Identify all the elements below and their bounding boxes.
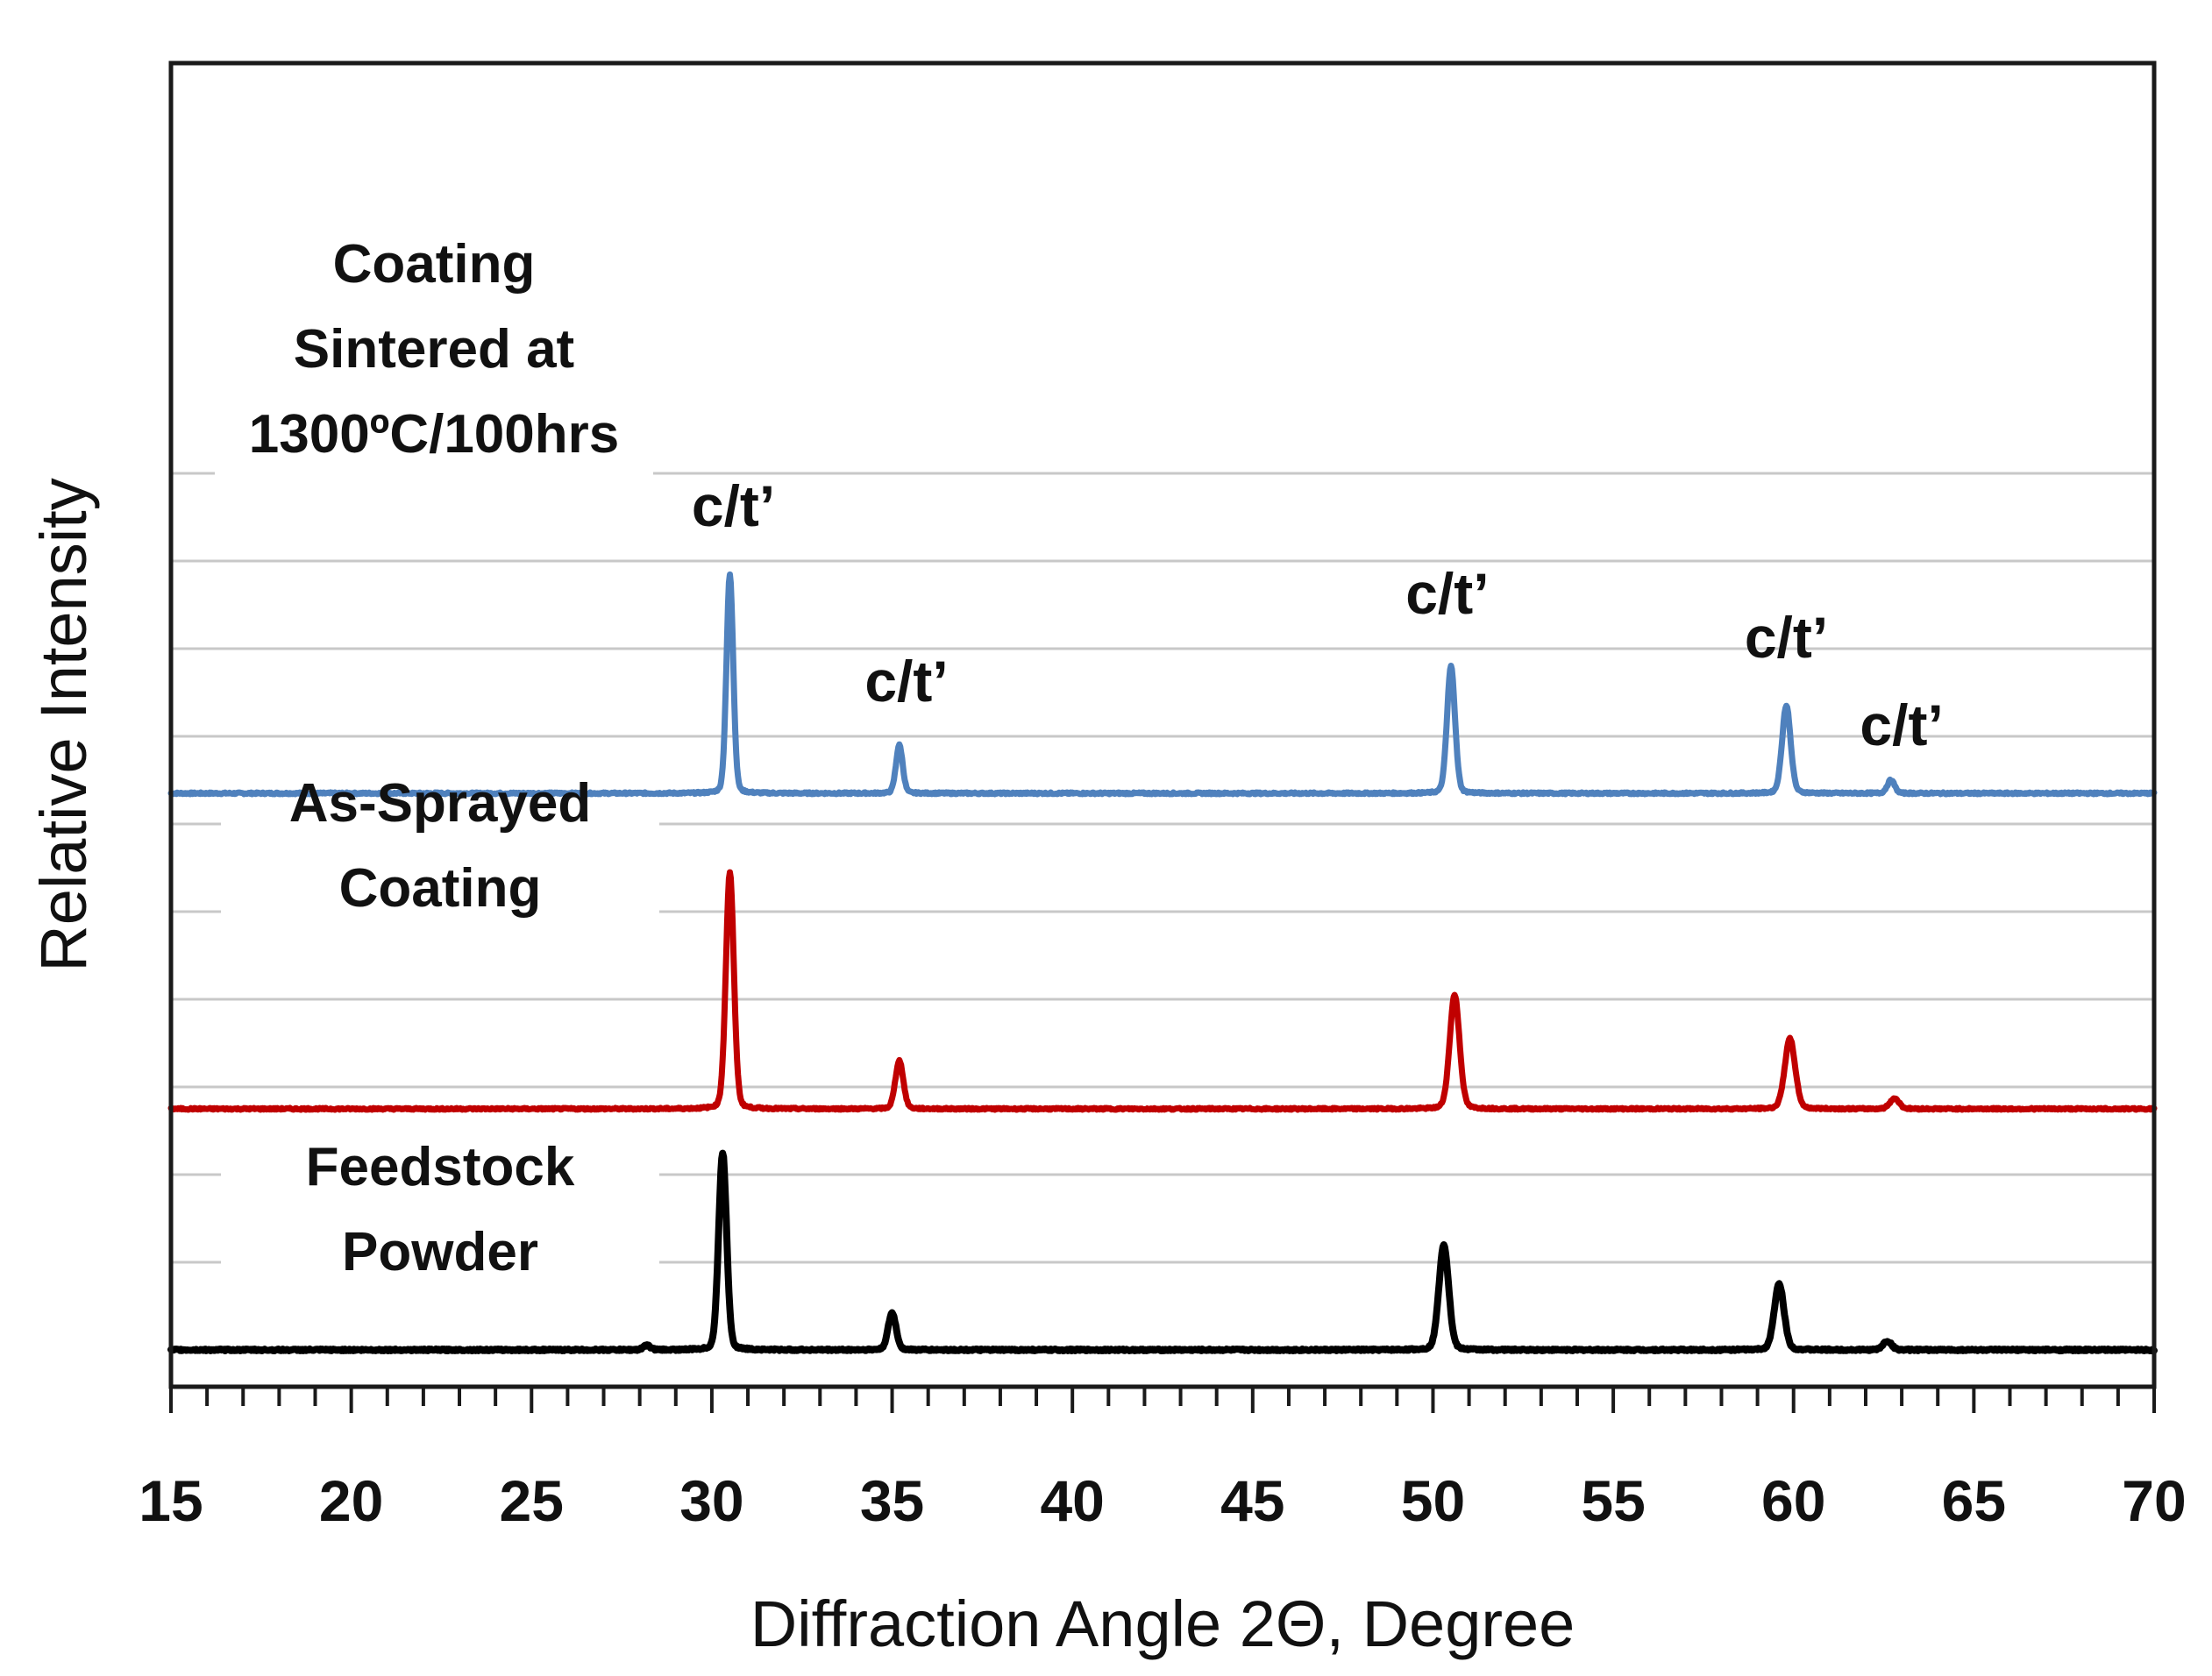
- series-label-background: [221, 1122, 659, 1295]
- series-label-line: Powder: [342, 1222, 538, 1282]
- gridlines: [171, 472, 2154, 1264]
- series-label-line: Feedstock: [306, 1137, 575, 1197]
- peak-annotation: c/t’: [692, 473, 775, 538]
- series-line: [167, 869, 2158, 1113]
- series-label-line: Coating: [333, 234, 536, 295]
- x-tick-label: 55: [1581, 1468, 1645, 1533]
- x-tick-label: 25: [500, 1468, 564, 1533]
- x-tick-label: 70: [2122, 1468, 2186, 1533]
- x-tick-label: 20: [319, 1468, 383, 1533]
- x-tick-label: 40: [1040, 1468, 1104, 1533]
- peak-annotation: c/t’: [1745, 605, 1828, 670]
- x-tick-label: 45: [1220, 1468, 1284, 1533]
- series-label-background: [215, 219, 653, 477]
- x-axis-tick-labels: 15 20 25 30 35 40 45 50 55 60 65 70: [139, 1468, 2186, 1533]
- series-line: [167, 571, 2158, 798]
- y-axis-title: Relative Intensity: [27, 478, 100, 972]
- x-tick-label: 35: [860, 1468, 924, 1533]
- series-label-backgrounds: [215, 219, 659, 1295]
- x-tick-label: 50: [1401, 1468, 1465, 1533]
- x-axis-ticks: [169, 1387, 2156, 1413]
- peak-annotation: c/t’: [1405, 561, 1489, 626]
- x-tick-label: 30: [679, 1468, 743, 1533]
- peak-annotation: c/t’: [864, 649, 948, 714]
- x-tick-label: 65: [1942, 1468, 2006, 1533]
- series-label-line: As-Sprayed: [289, 773, 592, 834]
- x-tick-label: 60: [1761, 1468, 1825, 1533]
- x-axis-title: Diffraction Angle 2Θ, Degree: [750, 1587, 1575, 1660]
- peak-annotation: c/t’: [1860, 692, 1943, 757]
- series-traces: [167, 571, 2158, 1354]
- peak-annotations: c/t’ c/t’ c/t’ c/t’ c/t’: [692, 473, 1944, 757]
- series-label-line: Sintered at: [294, 319, 574, 380]
- x-tick-label: 15: [139, 1468, 203, 1533]
- series-label-line: 1300ºC/100hrs: [249, 404, 620, 465]
- plot-frame: [168, 60, 2157, 1389]
- series-labels: Coating Sintered at 1300ºC/100hrs As-Spraye…: [249, 234, 620, 1282]
- series-line: [167, 1149, 2158, 1354]
- series-label-background: [221, 758, 659, 931]
- series-label-line: Coating: [339, 858, 542, 919]
